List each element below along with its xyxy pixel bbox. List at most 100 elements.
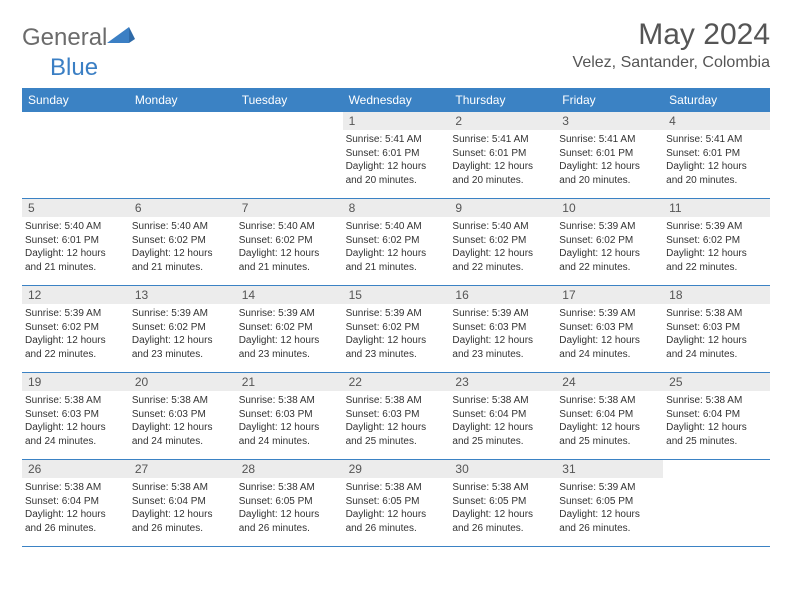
day-details: Sunrise: 5:39 AMSunset: 6:02 PMDaylight:… [346,307,447,361]
detail-line: Sunrise: 5:39 AM [132,307,233,321]
detail-line: and 26 minutes. [239,522,340,536]
day-number: 13 [129,286,236,304]
day-details: Sunrise: 5:41 AMSunset: 6:01 PMDaylight:… [452,133,553,187]
detail-line: Daylight: 12 hours [239,421,340,435]
detail-line: Sunset: 6:04 PM [132,495,233,509]
detail-line: Sunrise: 5:41 AM [666,133,767,147]
day-cell: 4Sunrise: 5:41 AMSunset: 6:01 PMDaylight… [663,112,770,198]
detail-line: and 24 minutes. [666,348,767,362]
detail-line: and 24 minutes. [239,435,340,449]
detail-line: and 20 minutes. [452,174,553,188]
day-details: Sunrise: 5:38 AMSunset: 6:03 PMDaylight:… [132,394,233,448]
day-number: 24 [556,373,663,391]
day-details: Sunrise: 5:39 AMSunset: 6:05 PMDaylight:… [559,481,660,535]
day-number: 8 [343,199,450,217]
detail-line: Sunset: 6:03 PM [559,321,660,335]
detail-line: Daylight: 12 hours [452,247,553,261]
detail-line: Daylight: 12 hours [25,247,126,261]
day-details: Sunrise: 5:38 AMSunset: 6:05 PMDaylight:… [452,481,553,535]
day-number: 30 [449,460,556,478]
day-header-row: SundayMondayTuesdayWednesdayThursdayFrid… [22,88,770,112]
day-details: Sunrise: 5:38 AMSunset: 6:04 PMDaylight:… [559,394,660,448]
day-number: 3 [556,112,663,130]
detail-line: Sunset: 6:04 PM [25,495,126,509]
detail-line: Daylight: 12 hours [239,247,340,261]
day-number: 26 [22,460,129,478]
day-cell: 13Sunrise: 5:39 AMSunset: 6:02 PMDayligh… [129,286,236,372]
detail-line: Daylight: 12 hours [346,160,447,174]
day-number: 22 [343,373,450,391]
day-details: Sunrise: 5:40 AMSunset: 6:02 PMDaylight:… [452,220,553,274]
detail-line: Sunrise: 5:38 AM [559,394,660,408]
detail-line: Sunset: 6:01 PM [25,234,126,248]
day-number: 29 [343,460,450,478]
day-cell: 1Sunrise: 5:41 AMSunset: 6:01 PMDaylight… [343,112,450,198]
detail-line: and 25 minutes. [452,435,553,449]
detail-line: Daylight: 12 hours [346,421,447,435]
day-details: Sunrise: 5:39 AMSunset: 6:02 PMDaylight:… [239,307,340,361]
week-row: 5Sunrise: 5:40 AMSunset: 6:01 PMDaylight… [22,199,770,286]
day-details: Sunrise: 5:41 AMSunset: 6:01 PMDaylight:… [666,133,767,187]
day-details: Sunrise: 5:38 AMSunset: 6:04 PMDaylight:… [452,394,553,448]
detail-line: Sunrise: 5:38 AM [452,394,553,408]
detail-line: and 22 minutes. [25,348,126,362]
day-header-cell: Wednesday [343,88,450,112]
detail-line: Daylight: 12 hours [239,508,340,522]
day-details: Sunrise: 5:39 AMSunset: 6:03 PMDaylight:… [452,307,553,361]
detail-line: Daylight: 12 hours [25,508,126,522]
day-cell: 7Sunrise: 5:40 AMSunset: 6:02 PMDaylight… [236,199,343,285]
day-cell: 6Sunrise: 5:40 AMSunset: 6:02 PMDaylight… [129,199,236,285]
detail-line: Sunrise: 5:40 AM [452,220,553,234]
detail-line: Daylight: 12 hours [25,421,126,435]
day-details: Sunrise: 5:38 AMSunset: 6:04 PMDaylight:… [25,481,126,535]
detail-line: and 22 minutes. [559,261,660,275]
detail-line: Daylight: 12 hours [132,247,233,261]
detail-line: Sunrise: 5:40 AM [25,220,126,234]
day-cell: 23Sunrise: 5:38 AMSunset: 6:04 PMDayligh… [449,373,556,459]
day-cell: 15Sunrise: 5:39 AMSunset: 6:02 PMDayligh… [343,286,450,372]
detail-line: Sunset: 6:02 PM [559,234,660,248]
month-title: May 2024 [573,18,770,52]
detail-line: and 23 minutes. [452,348,553,362]
detail-line: and 26 minutes. [25,522,126,536]
day-number: 28 [236,460,343,478]
week-row: 12Sunrise: 5:39 AMSunset: 6:02 PMDayligh… [22,286,770,373]
detail-line: and 23 minutes. [132,348,233,362]
title-block: May 2024 Velez, Santander, Colombia [573,18,770,72]
day-header-cell: Sunday [22,88,129,112]
detail-line: Sunset: 6:04 PM [452,408,553,422]
weeks-container: 1Sunrise: 5:41 AMSunset: 6:01 PMDaylight… [22,112,770,547]
detail-line: Sunset: 6:01 PM [559,147,660,161]
day-details: Sunrise: 5:39 AMSunset: 6:02 PMDaylight:… [559,220,660,274]
detail-line: and 22 minutes. [666,261,767,275]
day-number: 11 [663,199,770,217]
detail-line: Daylight: 12 hours [666,160,767,174]
day-cell: 3 Sunrise: 5:41 AMSunset: 6:01 PMDaylight… [556,112,663,198]
detail-line: Sunrise: 5:39 AM [559,307,660,321]
day-cell: 30 Sunrise: 5:38 AMSunset: 6:05 PMDayligh… [449,460,556,546]
day-details: Sunrise: 5:40 AMSunset: 6:02 PMDaylight:… [239,220,340,274]
day-cell: 2Sunrise: 5:41 AMSunset: 6:01 PMDaylight… [449,112,556,198]
day-header-cell: Saturday [663,88,770,112]
detail-line: Daylight: 12 hours [452,508,553,522]
detail-line: Daylight: 12 hours [452,160,553,174]
day-cell: 28Sunrise: 5:38 AMSunset: 6:05 PMDayligh… [236,460,343,546]
detail-line: Sunset: 6:02 PM [239,321,340,335]
day-cell: 20Sunrise: 5:38 AMSunset: 6:03 PMDayligh… [129,373,236,459]
detail-line: Sunrise: 5:41 AM [452,133,553,147]
week-row: 19Sunrise: 5:38 AMSunset: 6:03 PMDayligh… [22,373,770,460]
detail-line: Sunset: 6:03 PM [132,408,233,422]
detail-line: and 25 minutes. [666,435,767,449]
detail-line: Daylight: 12 hours [346,508,447,522]
detail-line: Sunrise: 5:38 AM [132,481,233,495]
detail-line: and 21 minutes. [132,261,233,275]
detail-line: Daylight: 12 hours [132,508,233,522]
detail-line: Daylight: 12 hours [666,421,767,435]
day-details: Sunrise: 5:39 AMSunset: 6:02 PMDaylight:… [666,220,767,274]
day-details: Sunrise: 5:41 AMSunset: 6:01 PMDaylight:… [559,133,660,187]
detail-line: Sunrise: 5:40 AM [132,220,233,234]
detail-line: Sunset: 6:02 PM [666,234,767,248]
detail-line: and 25 minutes. [559,435,660,449]
detail-line: Sunset: 6:02 PM [239,234,340,248]
detail-line: and 20 minutes. [559,174,660,188]
